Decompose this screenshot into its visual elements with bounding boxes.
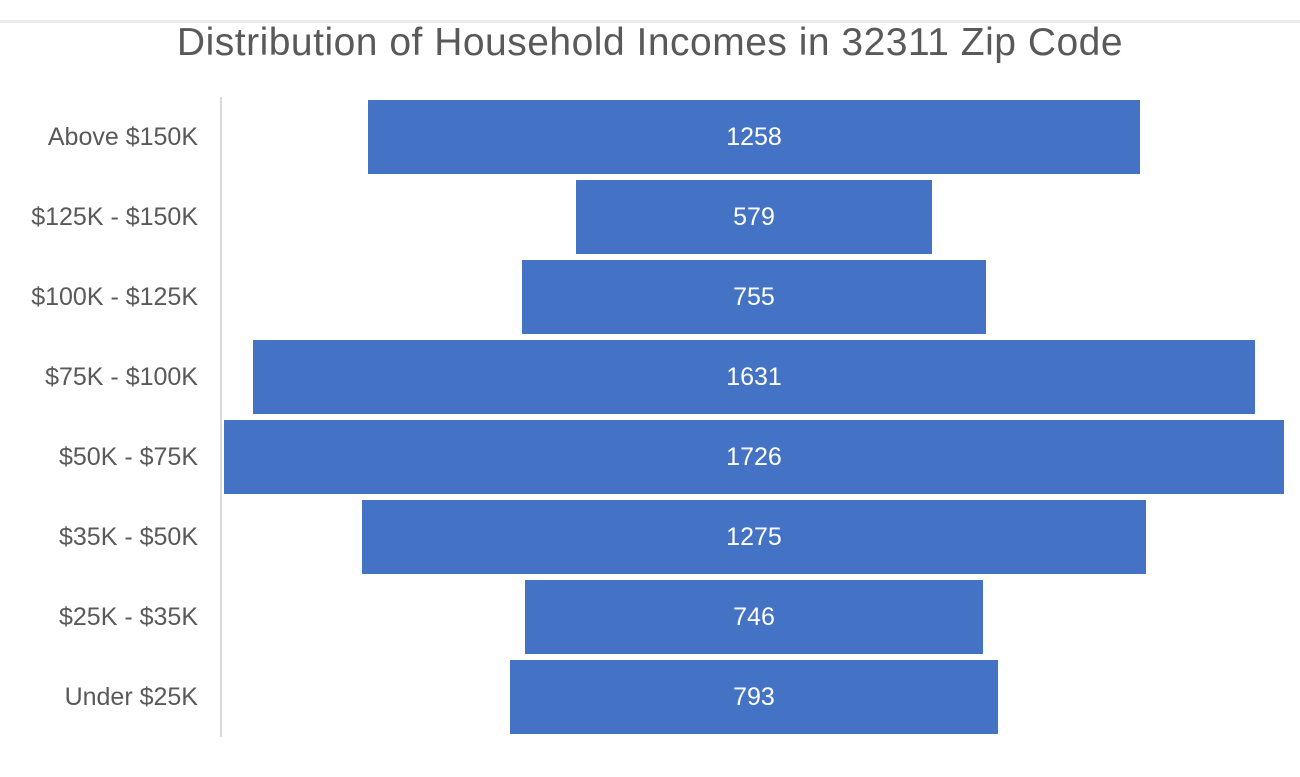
chart-area: Above $150K 1258 $125K - $150K 579 $100K… (0, 97, 1300, 737)
bar-value-label: 1275 (726, 522, 782, 551)
plot-area: 793 (222, 660, 1286, 734)
bar-rows: Above $150K 1258 $125K - $150K 579 $100K… (0, 97, 1300, 737)
plot-area: 579 (222, 180, 1286, 254)
bar-value-label: 793 (733, 682, 775, 711)
bar: 1258 (367, 100, 1141, 174)
chart-row: $125K - $150K 579 (0, 177, 1300, 257)
category-label: $100K - $125K (31, 282, 198, 311)
plot-area: 1258 (222, 100, 1286, 174)
chart-row: $50K - $75K 1726 (0, 417, 1300, 497)
chart-title: Distribution of Household Incomes in 323… (176, 21, 1124, 64)
bar: 579 (576, 180, 932, 254)
bar: 746 (524, 580, 984, 654)
bar: 1631 (253, 340, 1255, 414)
bar-value-label: 1258 (726, 122, 782, 151)
bar-value-label: 755 (733, 282, 775, 311)
category-label: $50K - $75K (59, 442, 198, 471)
category-label: $25K - $35K (59, 602, 198, 631)
bar-value-label: 579 (733, 202, 775, 231)
plot-area: 1275 (222, 500, 1286, 574)
plot-area: 755 (222, 260, 1286, 334)
chart-row: Above $150K 1258 (0, 97, 1300, 177)
category-label: $125K - $150K (31, 202, 198, 231)
plot-area: 1726 (222, 420, 1286, 494)
bar: 1726 (223, 420, 1285, 494)
bar: 1275 (362, 500, 1146, 574)
bar-value-label: 1726 (726, 442, 782, 471)
plot-area: 1631 (222, 340, 1286, 414)
screenshot-top-edge (0, 20, 1300, 23)
chart-canvas: { "window": { "top_edge_color": "#EBEBEB… (0, 20, 1300, 777)
chart-row: $35K - $50K 1275 (0, 497, 1300, 577)
category-label: $75K - $100K (45, 362, 198, 391)
chart-row: $75K - $100K 1631 (0, 337, 1300, 417)
plot-area: 746 (222, 580, 1286, 654)
bar: 755 (522, 260, 986, 334)
category-axis-line (220, 97, 222, 737)
category-label: $35K - $50K (59, 522, 198, 551)
bar-value-label: 1631 (726, 362, 782, 391)
category-label: Under $25K (64, 682, 198, 711)
chart-row: Under $25K 793 (0, 657, 1300, 737)
category-label: Above $150K (47, 122, 198, 151)
chart-row: $100K - $125K 755 (0, 257, 1300, 337)
chart-row: $25K - $35K 746 (0, 577, 1300, 657)
bar: 793 (510, 660, 998, 734)
bar-value-label: 746 (733, 602, 775, 631)
